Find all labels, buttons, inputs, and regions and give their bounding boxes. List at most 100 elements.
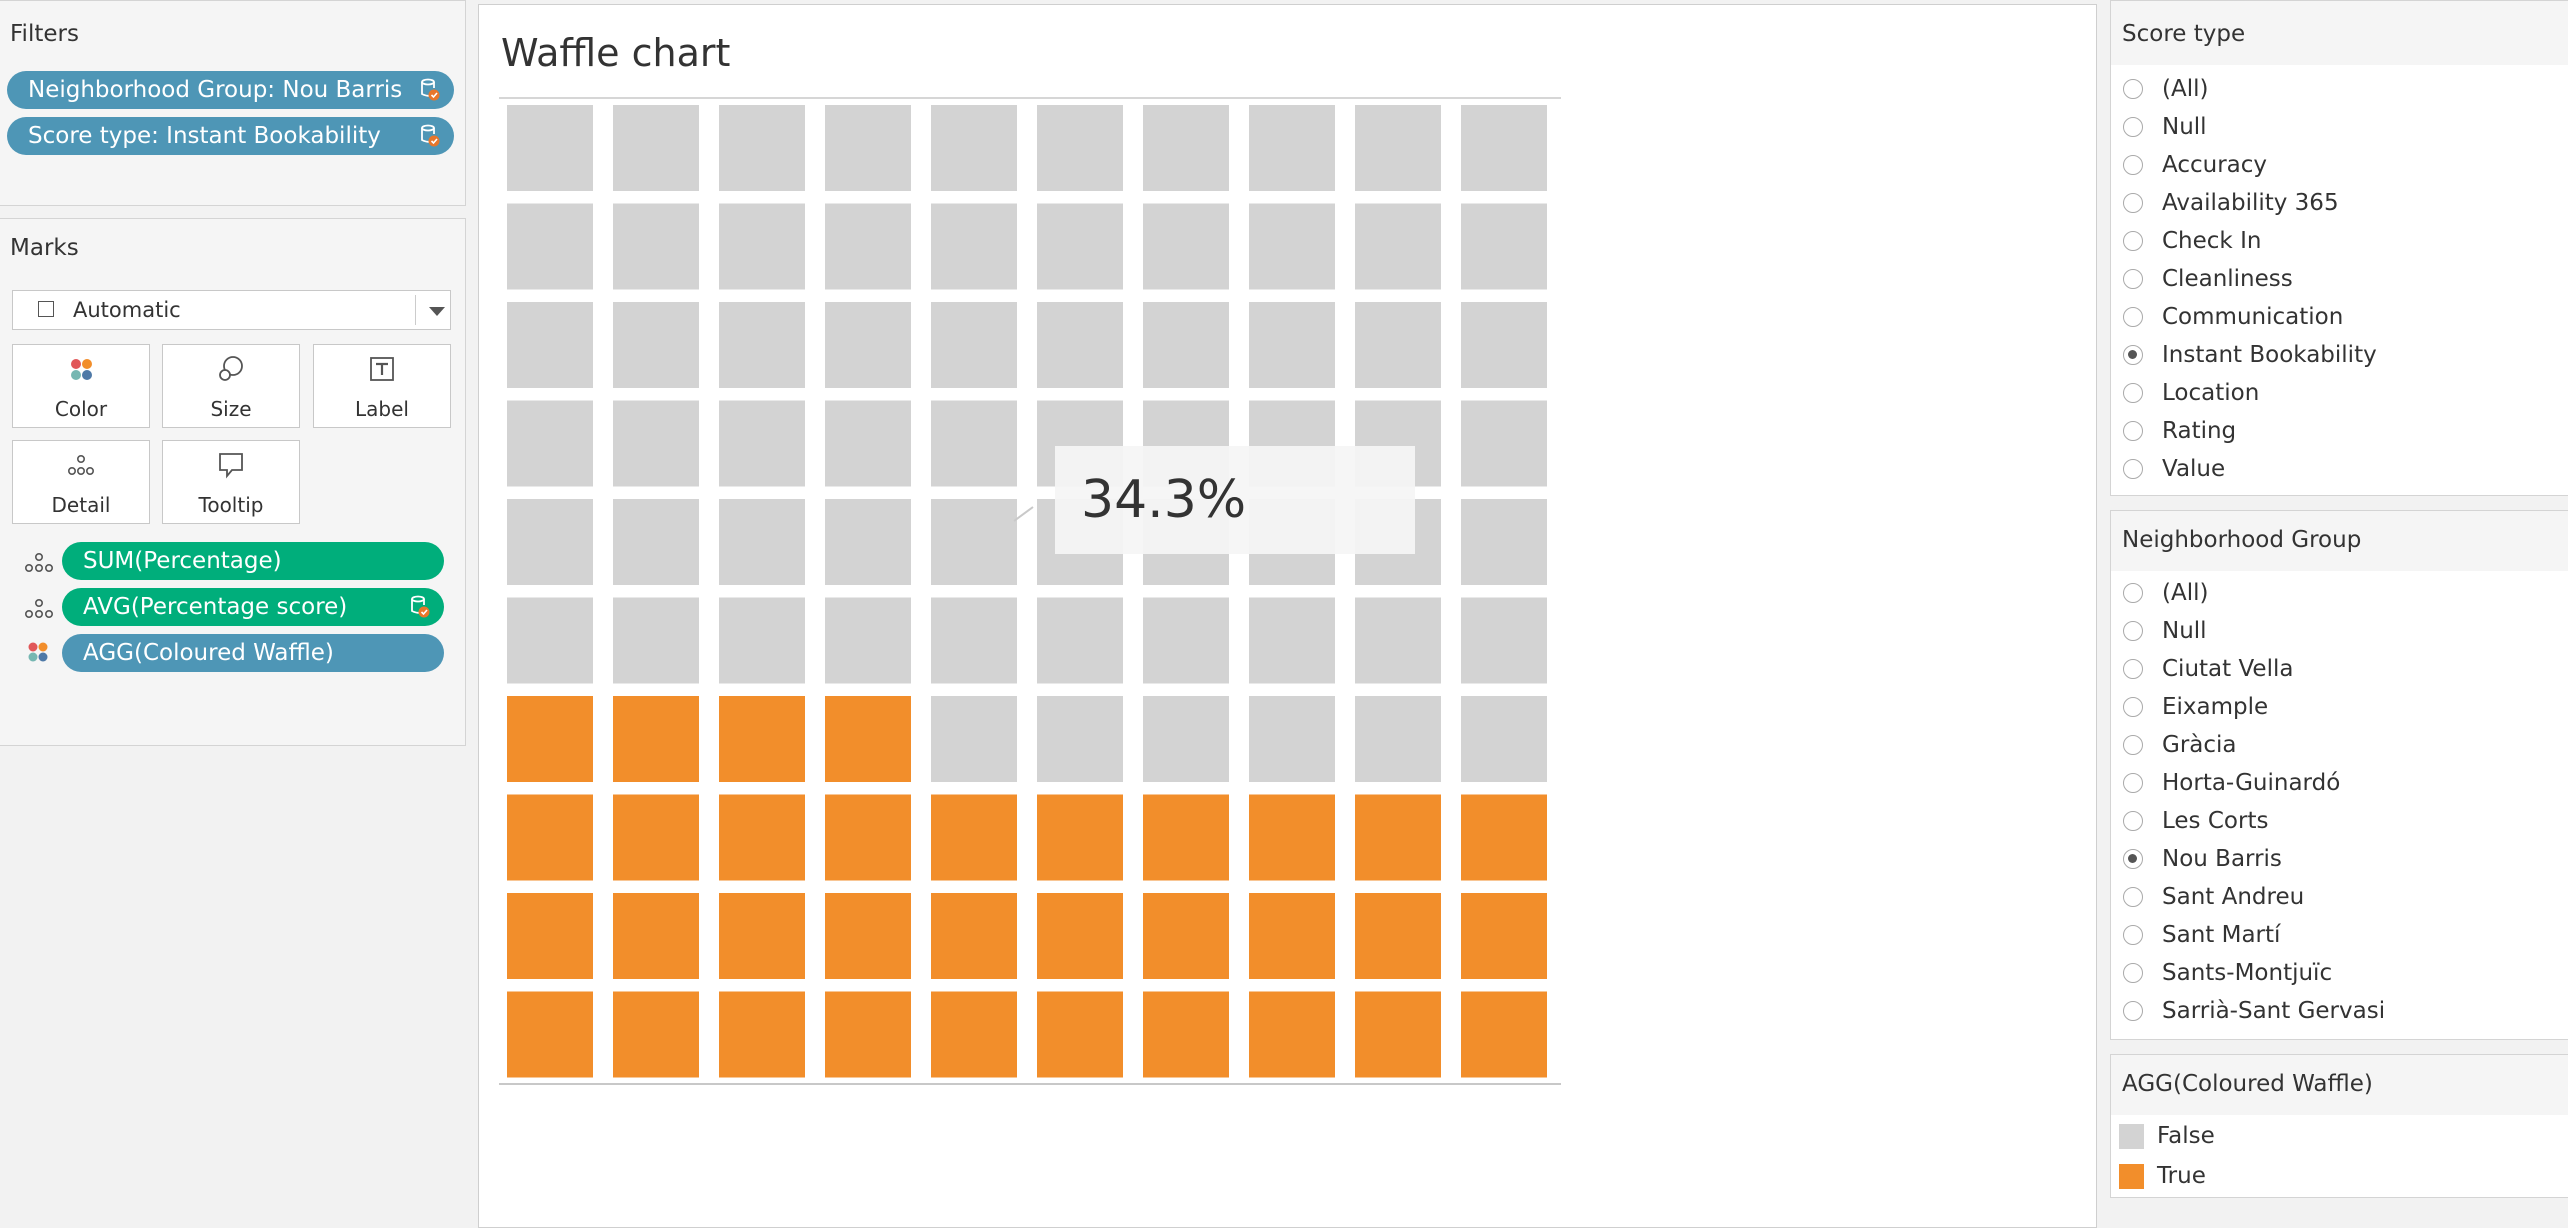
waffle-cell-false[interactable] xyxy=(613,105,699,191)
radio-button[interactable] xyxy=(2123,193,2143,213)
waffle-cell-false[interactable] xyxy=(825,105,911,191)
radio-button[interactable] xyxy=(2123,307,2143,327)
waffle-cell-false[interactable] xyxy=(931,400,1017,487)
waffle-cell-false[interactable] xyxy=(931,203,1017,290)
waffle-cell-true[interactable] xyxy=(613,794,699,881)
radio-button[interactable] xyxy=(2123,583,2143,603)
waffle-cell-true[interactable] xyxy=(931,991,1017,1078)
radio-button[interactable] xyxy=(2123,155,2143,175)
waffle-cell-false[interactable] xyxy=(825,203,911,290)
detail-button[interactable]: Detail xyxy=(12,440,150,524)
size-button[interactable]: Size xyxy=(162,344,300,428)
waffle-cell-true[interactable] xyxy=(931,893,1017,979)
waffle-cell-false[interactable] xyxy=(931,597,1017,684)
waffle-cell-false[interactable] xyxy=(613,400,699,487)
radio-button[interactable] xyxy=(2123,659,2143,679)
waffle-cell-false[interactable] xyxy=(507,597,593,684)
waffle-cell-false[interactable] xyxy=(613,499,699,585)
waffle-cell-true[interactable] xyxy=(1037,893,1123,979)
radio-button[interactable] xyxy=(2123,231,2143,251)
waffle-cell-false[interactable] xyxy=(507,105,593,191)
waffle-cell-false[interactable] xyxy=(719,302,805,388)
waffle-cell-false[interactable] xyxy=(1461,302,1547,388)
filter-pill-score-type[interactable]: Score type: Instant Bookability xyxy=(7,117,454,155)
filter-pill-neighborhood-group[interactable]: Neighborhood Group: Nou Barris xyxy=(7,71,454,109)
waffle-cell-false[interactable] xyxy=(1143,203,1229,290)
color-button[interactable]: Color xyxy=(12,344,150,428)
waffle-cell-true[interactable] xyxy=(1461,794,1547,881)
waffle-cell-false[interactable] xyxy=(1143,105,1229,191)
waffle-cell-false[interactable] xyxy=(825,597,911,684)
waffle-cell-false[interactable] xyxy=(1249,203,1335,290)
waffle-cell-false[interactable] xyxy=(1249,597,1335,684)
waffle-cell-false[interactable] xyxy=(1037,597,1123,684)
waffle-cell-true[interactable] xyxy=(825,893,911,979)
waffle-cell-true[interactable] xyxy=(1461,991,1547,1078)
chevron-down-icon[interactable] xyxy=(429,307,445,316)
radio-button[interactable] xyxy=(2123,697,2143,717)
waffle-cell-true[interactable] xyxy=(719,991,805,1078)
waffle-cell-false[interactable] xyxy=(1355,696,1441,782)
radio-button[interactable] xyxy=(2123,79,2143,99)
waffle-cell-false[interactable] xyxy=(1461,597,1547,684)
waffle-cell-false[interactable] xyxy=(1355,203,1441,290)
waffle-cell-false[interactable] xyxy=(507,400,593,487)
waffle-cell-false[interactable] xyxy=(1037,302,1123,388)
waffle-cell-true[interactable] xyxy=(1249,991,1335,1078)
radio-button[interactable] xyxy=(2123,735,2143,755)
waffle-cell-false[interactable] xyxy=(931,302,1017,388)
waffle-cell-false[interactable] xyxy=(613,203,699,290)
encoding-pill-sum-percentage[interactable]: SUM(Percentage) xyxy=(62,542,444,580)
waffle-cell-false[interactable] xyxy=(1355,105,1441,191)
waffle-cell-true[interactable] xyxy=(825,794,911,881)
waffle-cell-false[interactable] xyxy=(1355,597,1441,684)
radio-button[interactable] xyxy=(2123,773,2143,793)
waffle-cell-true[interactable] xyxy=(1037,794,1123,881)
waffle-cell-false[interactable] xyxy=(1037,105,1123,191)
waffle-cell-true[interactable] xyxy=(507,794,593,881)
waffle-cell-false[interactable] xyxy=(1461,203,1547,290)
radio-button[interactable] xyxy=(2123,1001,2143,1021)
waffle-cell-true[interactable] xyxy=(719,794,805,881)
waffle-cell-true[interactable] xyxy=(931,794,1017,881)
waffle-cell-false[interactable] xyxy=(825,302,911,388)
radio-button[interactable] xyxy=(2123,811,2143,831)
radio-button[interactable] xyxy=(2123,269,2143,289)
waffle-cell-true[interactable] xyxy=(613,696,699,782)
waffle-cell-true[interactable] xyxy=(719,893,805,979)
waffle-cell-false[interactable] xyxy=(507,203,593,290)
waffle-cell-true[interactable] xyxy=(825,991,911,1078)
radio-button[interactable] xyxy=(2123,887,2143,907)
waffle-cell-false[interactable] xyxy=(1461,499,1547,585)
waffle-cell-false[interactable] xyxy=(1037,696,1123,782)
radio-button[interactable] xyxy=(2123,117,2143,137)
waffle-cell-false[interactable] xyxy=(825,499,911,585)
encoding-pill-avg-percentage-score[interactable]: AVG(Percentage score) xyxy=(62,588,444,626)
waffle-cell-true[interactable] xyxy=(1461,893,1547,979)
waffle-cell-true[interactable] xyxy=(1143,893,1229,979)
radio-button[interactable] xyxy=(2123,925,2143,945)
waffle-cell-false[interactable] xyxy=(931,499,1017,585)
waffle-cell-false[interactable] xyxy=(1249,302,1335,388)
radio-button[interactable] xyxy=(2123,383,2143,403)
waffle-cell-true[interactable] xyxy=(719,696,805,782)
waffle-cell-true[interactable] xyxy=(507,696,593,782)
waffle-cell-false[interactable] xyxy=(719,400,805,487)
mark-type-dropdown[interactable]: Automatic xyxy=(12,290,451,330)
waffle-cell-false[interactable] xyxy=(507,302,593,388)
waffle-cell-true[interactable] xyxy=(1143,991,1229,1078)
waffle-cell-true[interactable] xyxy=(1355,893,1441,979)
waffle-cell-true[interactable] xyxy=(1355,794,1441,881)
radio-button[interactable] xyxy=(2123,345,2143,365)
encoding-pill-agg-coloured-waffle[interactable]: AGG(Coloured Waffle) xyxy=(62,634,444,672)
radio-button[interactable] xyxy=(2123,963,2143,983)
waffle-chart[interactable] xyxy=(499,97,1561,1086)
waffle-cell-true[interactable] xyxy=(1143,794,1229,881)
waffle-cell-false[interactable] xyxy=(1249,696,1335,782)
waffle-cell-false[interactable] xyxy=(1461,105,1547,191)
waffle-cell-false[interactable] xyxy=(1143,696,1229,782)
waffle-cell-false[interactable] xyxy=(825,400,911,487)
waffle-cell-false[interactable] xyxy=(507,499,593,585)
waffle-cell-false[interactable] xyxy=(719,499,805,585)
label-button[interactable]: Label xyxy=(313,344,451,428)
